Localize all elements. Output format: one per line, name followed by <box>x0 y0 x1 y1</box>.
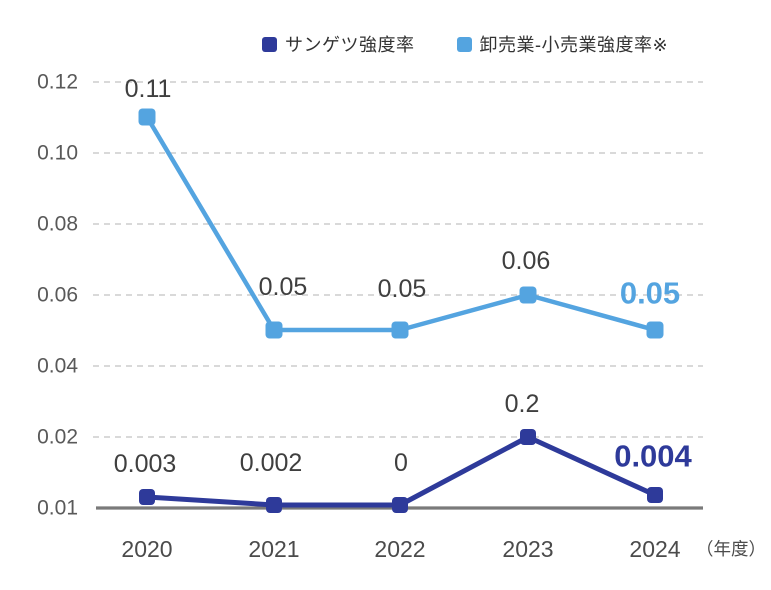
data-point-marker <box>265 321 283 339</box>
data-point-label: 0.003 <box>114 450 177 478</box>
legend-label: サンゲツ強度率 <box>285 35 415 55</box>
x-tick-label: 2021 <box>248 536 299 562</box>
y-tick-label: 0.01 <box>37 497 78 520</box>
y-tick-label: 0.08 <box>37 213 78 236</box>
x-tick-label: 2023 <box>502 536 553 562</box>
y-tick-label: 0.06 <box>37 284 78 307</box>
data-point-marker <box>266 497 282 513</box>
data-point-label: 0.06 <box>502 247 551 275</box>
legend-swatch-icon <box>262 36 277 52</box>
data-point-marker <box>138 108 156 126</box>
data-point-label: 0.2 <box>505 390 540 418</box>
x-tick-label: 2022 <box>374 536 425 562</box>
x-axis-unit-note: （年度） <box>696 539 766 559</box>
legend-label: 卸売業-小売業強度率※ <box>479 35 669 55</box>
legend-item-wholesale-retail: 卸売業-小売業強度率※ <box>456 31 669 57</box>
chart-legend: サンゲツ強度率 卸売業-小売業強度率※ <box>262 31 668 57</box>
x-tick-label: 2024 <box>629 536 680 562</box>
y-tick-label: 0.12 <box>37 71 78 94</box>
data-point-label: 0.05 <box>620 276 680 311</box>
data-point-label: 0.05 <box>378 275 427 303</box>
x-tick-label: 2020 <box>121 536 172 562</box>
legend-item-sangetsu: サンゲツ強度率 <box>262 31 415 57</box>
y-tick-label: 0.10 <box>37 142 78 165</box>
y-tick-label: 0.02 <box>37 426 78 449</box>
y-tick-label: 0.04 <box>37 355 78 378</box>
data-point-marker <box>646 321 664 339</box>
data-point-marker <box>520 429 536 445</box>
data-point-marker <box>391 321 409 339</box>
data-point-label: 0.004 <box>614 439 692 474</box>
data-point-marker <box>392 497 408 513</box>
data-point-label: 0 <box>394 449 408 477</box>
data-point-marker <box>139 489 155 505</box>
data-point-label: 0.11 <box>125 75 172 103</box>
data-point-label: 0.002 <box>240 449 303 477</box>
legend-swatch-icon <box>456 36 472 52</box>
data-point-marker <box>647 487 663 503</box>
data-point-label: 0.05 <box>259 273 308 301</box>
data-point-marker <box>519 286 537 304</box>
